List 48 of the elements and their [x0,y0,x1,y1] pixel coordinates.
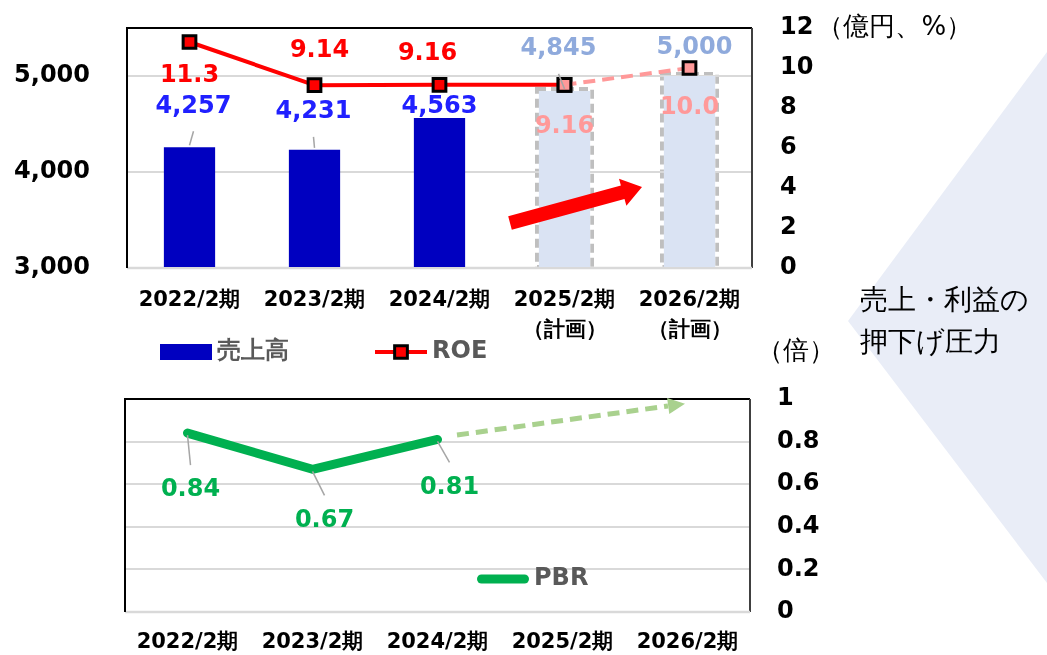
data-label: 4,845 [520,33,597,62]
y-tick-label: 1 [777,383,794,412]
data-label: 0.84 [160,474,221,503]
legend-label: ROE [432,336,488,365]
data-label: 11.3 [159,60,220,89]
x-tick-label: 2026/2期 [636,628,739,653]
data-label: 0.67 [294,504,355,533]
x-tick-label: 2024/2期 [386,628,489,653]
x-tick-label: 2024/2期 [388,286,491,311]
y-tick-label: 0.4 [777,511,820,540]
data-label: 4,231 [275,96,352,125]
y-tick-label: 0 [777,596,794,625]
data-label: 9.16 [534,111,595,140]
point [181,34,198,50]
point [681,60,698,76]
y-tick-label: 3,000 [14,252,90,281]
x-tick-label: 2025/2期（計画） [513,286,616,342]
x-tick-label: 2022/2期 [138,286,241,311]
x-tick-label: 2022/2期 [136,628,239,653]
data-label: 10.0 [659,92,720,121]
x-tick-label: 2023/2期 [261,628,364,653]
y2-tick-label: 12 [780,12,814,41]
y2-tick-label: 10 [780,52,814,81]
x-tick-label: 2026/2期（計画） [638,286,741,342]
legend-label: PBR [534,563,589,592]
y-tick-label: 4,000 [14,156,90,185]
data-label: 4,257 [155,90,232,119]
text: 売上・利益の押下げ圧力 [860,282,1030,360]
y2-tick-label: 4 [780,172,797,201]
y2-tick-label: 6 [780,132,797,161]
y-axis-title: （倍） [757,334,835,365]
y2-tick-label: 2 [780,212,797,241]
point [306,77,323,94]
data-label: 9.14 [289,35,350,64]
y-tick-label: 0.2 [777,553,820,582]
x-tick-label: 2025/2期 [511,628,614,653]
data-label: 4,563 [401,91,478,120]
point [431,76,448,93]
data-label: 0.81 [419,471,480,500]
x-tick-label: 2023/2期 [263,286,366,311]
legend-label: 売上高 [217,336,289,365]
y-tick-label: 0.8 [777,425,820,454]
y2-axis-title: （億円、%） [817,10,973,41]
y-tick-label: 5,000 [14,60,90,89]
data-label: 5,000 [656,32,733,61]
data-label: 9.16 [397,38,458,67]
y-tick-label: 0.6 [777,468,820,497]
y2-tick-label: 8 [780,92,797,121]
